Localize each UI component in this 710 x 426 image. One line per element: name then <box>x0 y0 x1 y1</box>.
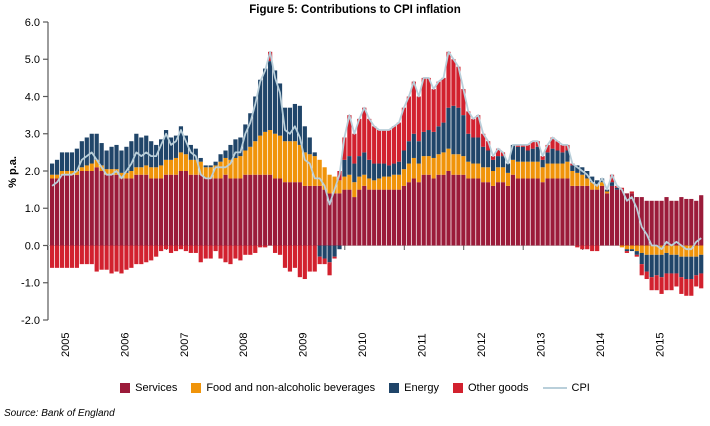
svg-text:2009: 2009 <box>298 333 310 357</box>
stacked-contribution-bars <box>50 51 704 296</box>
svg-text:-1.0: -1.0 <box>21 278 40 290</box>
svg-text:0.0: 0.0 <box>25 240 40 252</box>
svg-text:2008: 2008 <box>238 333 250 357</box>
y-axis-title: % p.a. <box>7 156 19 188</box>
svg-text:2011: 2011 <box>417 333 429 357</box>
svg-text:2010: 2010 <box>357 333 369 357</box>
legend-label: Other goods <box>467 382 529 394</box>
svg-text:2007: 2007 <box>179 333 191 357</box>
svg-text:3.0: 3.0 <box>25 129 40 141</box>
svg-text:2014: 2014 <box>595 333 607 357</box>
y-axis <box>43 21 49 321</box>
svg-text:2015: 2015 <box>655 333 667 357</box>
svg-text:5.0: 5.0 <box>25 54 40 66</box>
legend-label: CPI <box>571 382 590 394</box>
legend-label: Services <box>135 382 178 394</box>
legend-item-energy: Energy <box>389 382 439 394</box>
legend-item-food-and-non-alcoholic-beverages: Food and non-alcoholic beverages <box>191 382 375 394</box>
svg-text:2.0: 2.0 <box>25 166 40 178</box>
chart-legend: Services Food and non-alcoholic beverages… <box>0 382 710 394</box>
svg-text:2006: 2006 <box>119 333 131 357</box>
svg-text:-2.0: -2.0 <box>21 315 40 327</box>
legend-line-swatch-icon <box>542 386 567 390</box>
source-note: Source: Bank of England <box>4 408 115 419</box>
svg-text:4.0: 4.0 <box>25 91 40 103</box>
svg-text:1.0: 1.0 <box>25 203 40 215</box>
legend-label: Food and non-alcoholic beverages <box>206 382 376 394</box>
legend-item-other-goods: Other goods <box>452 382 529 394</box>
svg-text:6.0: 6.0 <box>25 17 40 29</box>
svg-text:2012: 2012 <box>476 333 488 357</box>
legend-swatch-icon <box>389 383 400 393</box>
legend-label: Energy <box>404 382 439 394</box>
legend-item-cpi: CPI <box>542 382 590 394</box>
chart-title: Figure 5: Contributions to CPI inflation <box>249 4 461 16</box>
legend-item-services: Services <box>120 382 177 394</box>
legend-swatch-icon <box>120 383 131 393</box>
svg-text:2005: 2005 <box>60 333 72 357</box>
x-axis-year-labels: 2005 2006 2007 2008 2009 2010 2011 2012 2013 2014… <box>60 333 667 357</box>
legend-swatch-icon <box>452 383 463 393</box>
legend-swatch-icon <box>191 383 202 393</box>
y-axis-tick-labels: 6.0 5.0 4.0 3.0 2.0 1.0 0.0 -1.0 -2.0 <box>21 17 40 327</box>
cpi-line <box>51 50 702 251</box>
cpi-contributions-plot: 6.05.04.03.02.01.00.0-1.0-2.0% p.a.2005 2… <box>7 17 704 357</box>
svg-text:2013: 2013 <box>536 333 548 357</box>
